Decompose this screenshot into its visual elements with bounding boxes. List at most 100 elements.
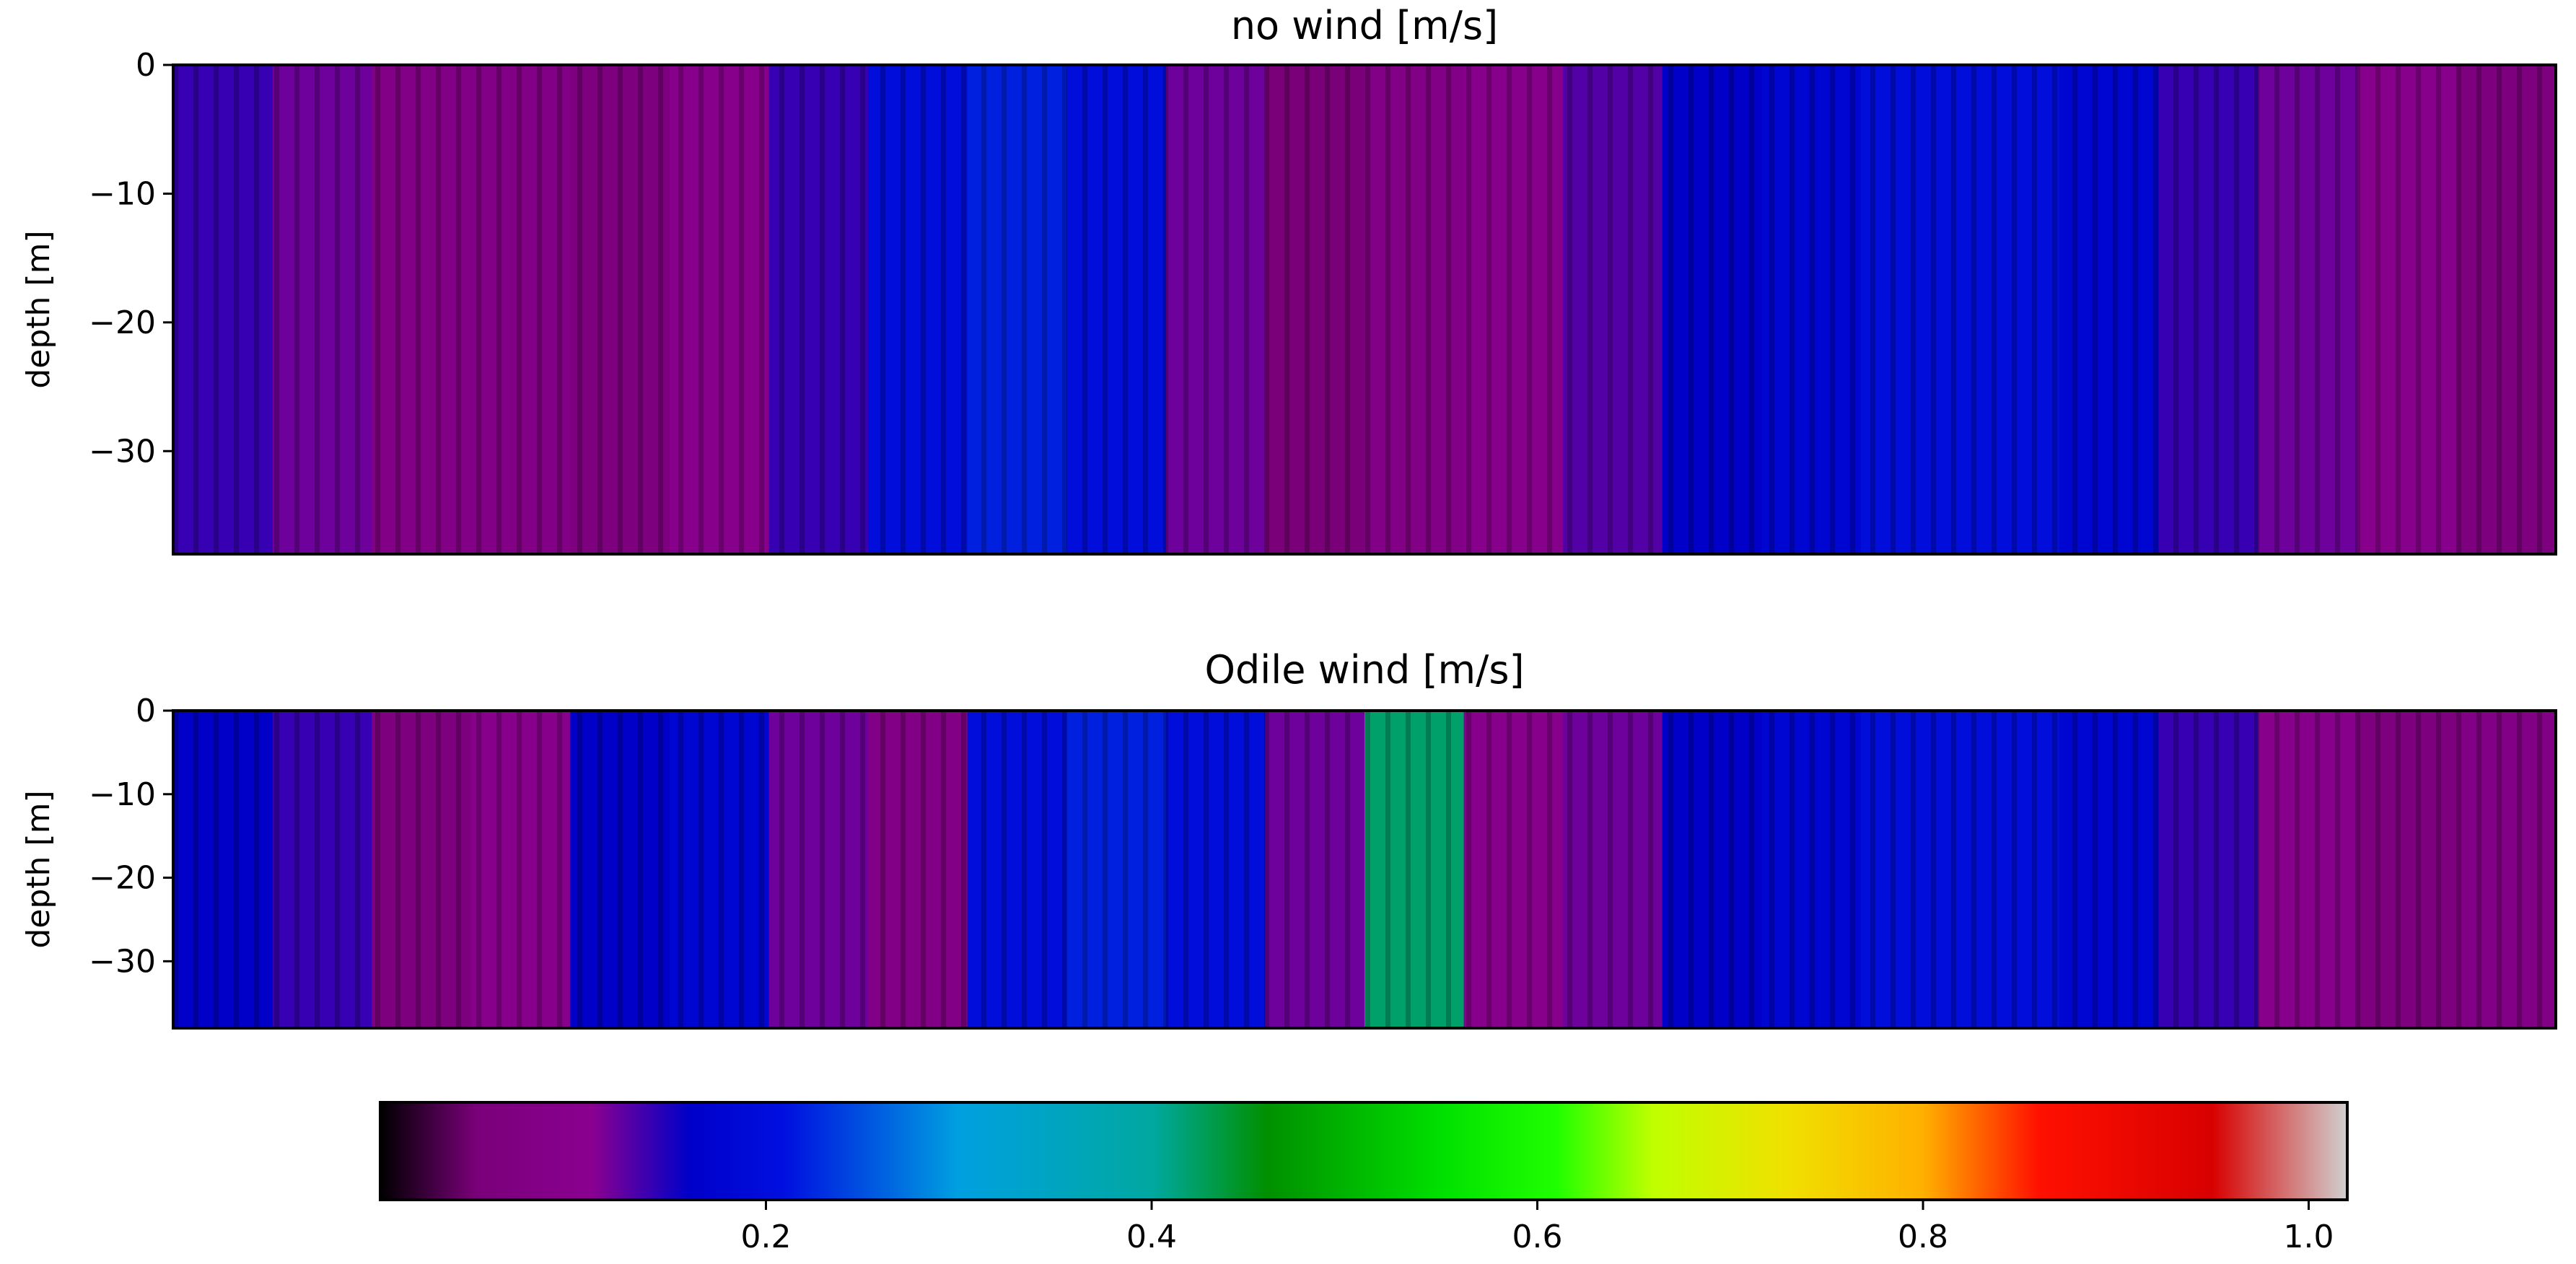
heatmap-stripe <box>234 65 239 554</box>
heatmap-stripe <box>1345 711 1350 1028</box>
heatmap-stripe <box>1992 65 1997 554</box>
heatmap-stripe <box>1891 65 1896 554</box>
heatmap-cell <box>1463 65 1564 554</box>
heatmap-stripe <box>901 65 906 554</box>
heatmap-stripe <box>395 711 400 1028</box>
heatmap-stripes <box>173 65 2542 554</box>
heatmap-stripe <box>1749 65 1754 554</box>
heatmap-stripe <box>1426 711 1431 1028</box>
heatmap-cell <box>1860 711 1961 1028</box>
heatmap-stripe <box>1931 711 1936 1028</box>
heatmap-stripe <box>880 65 885 554</box>
heatmap-stripe <box>799 65 805 554</box>
heatmap-stripe <box>1002 711 1007 1028</box>
heatmap-stripe <box>1244 711 1249 1028</box>
heatmap-stripe <box>1709 65 1714 554</box>
heatmap-cell <box>570 65 670 554</box>
heatmap-stripe <box>1789 711 1795 1028</box>
heatmap-cell <box>1265 65 1365 554</box>
heatmap-stripe <box>2436 65 2441 554</box>
heatmap-cell <box>768 65 869 554</box>
heatmap-stripe <box>618 65 623 554</box>
heatmap-stripe <box>1810 711 1815 1028</box>
y-tick-label: 0 <box>136 47 156 84</box>
heatmap-stripe <box>1870 65 1875 554</box>
heatmap-stripe <box>2113 711 2118 1028</box>
heatmap-cell <box>868 711 968 1028</box>
heatmap-stripe <box>1284 65 1289 554</box>
heatmap-stripe <box>214 711 219 1028</box>
heatmap-stripe <box>315 711 320 1028</box>
heatmap-stripe <box>2315 65 2320 554</box>
heatmap-stripe <box>1507 711 1512 1028</box>
colorbar-gradient <box>380 1102 2347 1200</box>
heatmap-stripe <box>901 711 906 1028</box>
heatmap-cell <box>2456 711 2556 1028</box>
heatmap-stripe <box>173 711 178 1028</box>
heatmap-stripe <box>799 711 805 1028</box>
heatmap-stripe <box>1385 65 1390 554</box>
heatmap-stripe <box>2456 65 2461 554</box>
heatmap-stripe <box>1385 711 1390 1028</box>
heatmap-stripe <box>1870 711 1875 1028</box>
heatmap-stripe <box>1365 65 1370 554</box>
colorbar-ticks: 0.2 0.4 0.6 0.8 1.0 <box>741 1200 2334 1255</box>
heatmap-stripe <box>961 711 966 1028</box>
colorbar-tick-label: 0.4 <box>1126 1219 1177 1255</box>
heatmap-stripe <box>2113 65 2118 554</box>
heatmap-stripe <box>698 65 704 554</box>
heatmap-stripe <box>1547 711 1552 1028</box>
heatmap-stripe <box>1123 65 1128 554</box>
heatmap-cell <box>470 711 571 1028</box>
heatmap-stripe <box>820 65 825 554</box>
heatmap-stripe <box>496 711 501 1028</box>
heatmap-cell <box>967 65 1068 554</box>
heatmap-cell <box>1662 65 1763 554</box>
heatmap-stripe <box>193 65 198 554</box>
heatmap-stripe <box>1143 711 1148 1028</box>
heatmap-cell <box>1165 65 1266 554</box>
colorbar-frame <box>379 1101 2349 1201</box>
heatmap-stripe <box>2416 711 2421 1028</box>
panel-title: no wind [m/s] <box>1231 3 1498 48</box>
heatmap-stripe <box>1668 65 1673 554</box>
heatmap-stripe <box>395 65 400 554</box>
heatmap-stripe <box>496 65 501 554</box>
heatmap-stripe <box>1587 65 1593 554</box>
heatmap-stripe <box>1062 65 1067 554</box>
heatmap-stripe <box>1668 711 1673 1028</box>
heatmap-stripe <box>1163 711 1168 1028</box>
heatmap-stripe <box>1466 65 1471 554</box>
heatmap-stripe <box>1527 711 1532 1028</box>
heatmap-cell <box>1761 711 1862 1028</box>
y-axis-label: depth [m] <box>20 790 57 948</box>
heatmap-stripe <box>638 65 643 554</box>
heatmap-cell <box>2357 711 2458 1028</box>
heatmap-stripe <box>2497 711 2502 1028</box>
heatmap-stripe <box>658 711 663 1028</box>
heatmap-stripe <box>1204 65 1209 554</box>
heatmap-stripe <box>1264 711 1269 1028</box>
heatmap-area <box>173 711 2556 1028</box>
heatmap-stripe <box>597 65 603 554</box>
y-tick-label: −10 <box>89 776 156 813</box>
y-tick-label: −20 <box>89 304 156 341</box>
colorbar-tick-label: 0.6 <box>1512 1219 1563 1255</box>
heatmap-stripe <box>537 711 542 1028</box>
heatmap-stripe <box>1123 711 1128 1028</box>
heatmap-stripe <box>254 65 259 554</box>
heatmap-stripe <box>1062 711 1067 1028</box>
heatmap-stripe <box>1365 711 1370 1028</box>
heatmap-cell <box>2258 65 2358 554</box>
heatmap-stripe <box>1103 65 1108 554</box>
heatmap-stripe <box>2234 711 2239 1028</box>
heatmap-columns <box>173 711 2556 1028</box>
heatmap-stripe <box>2476 65 2481 554</box>
heatmap-cell <box>2357 65 2458 554</box>
heatmap-stripe <box>941 65 946 554</box>
y-tick-label: −10 <box>89 175 156 212</box>
heatmap-stripe <box>1688 65 1694 554</box>
heatmap-stripe <box>759 65 764 554</box>
heatmap-cell <box>1066 65 1167 554</box>
heatmap-cell <box>1563 65 1663 554</box>
